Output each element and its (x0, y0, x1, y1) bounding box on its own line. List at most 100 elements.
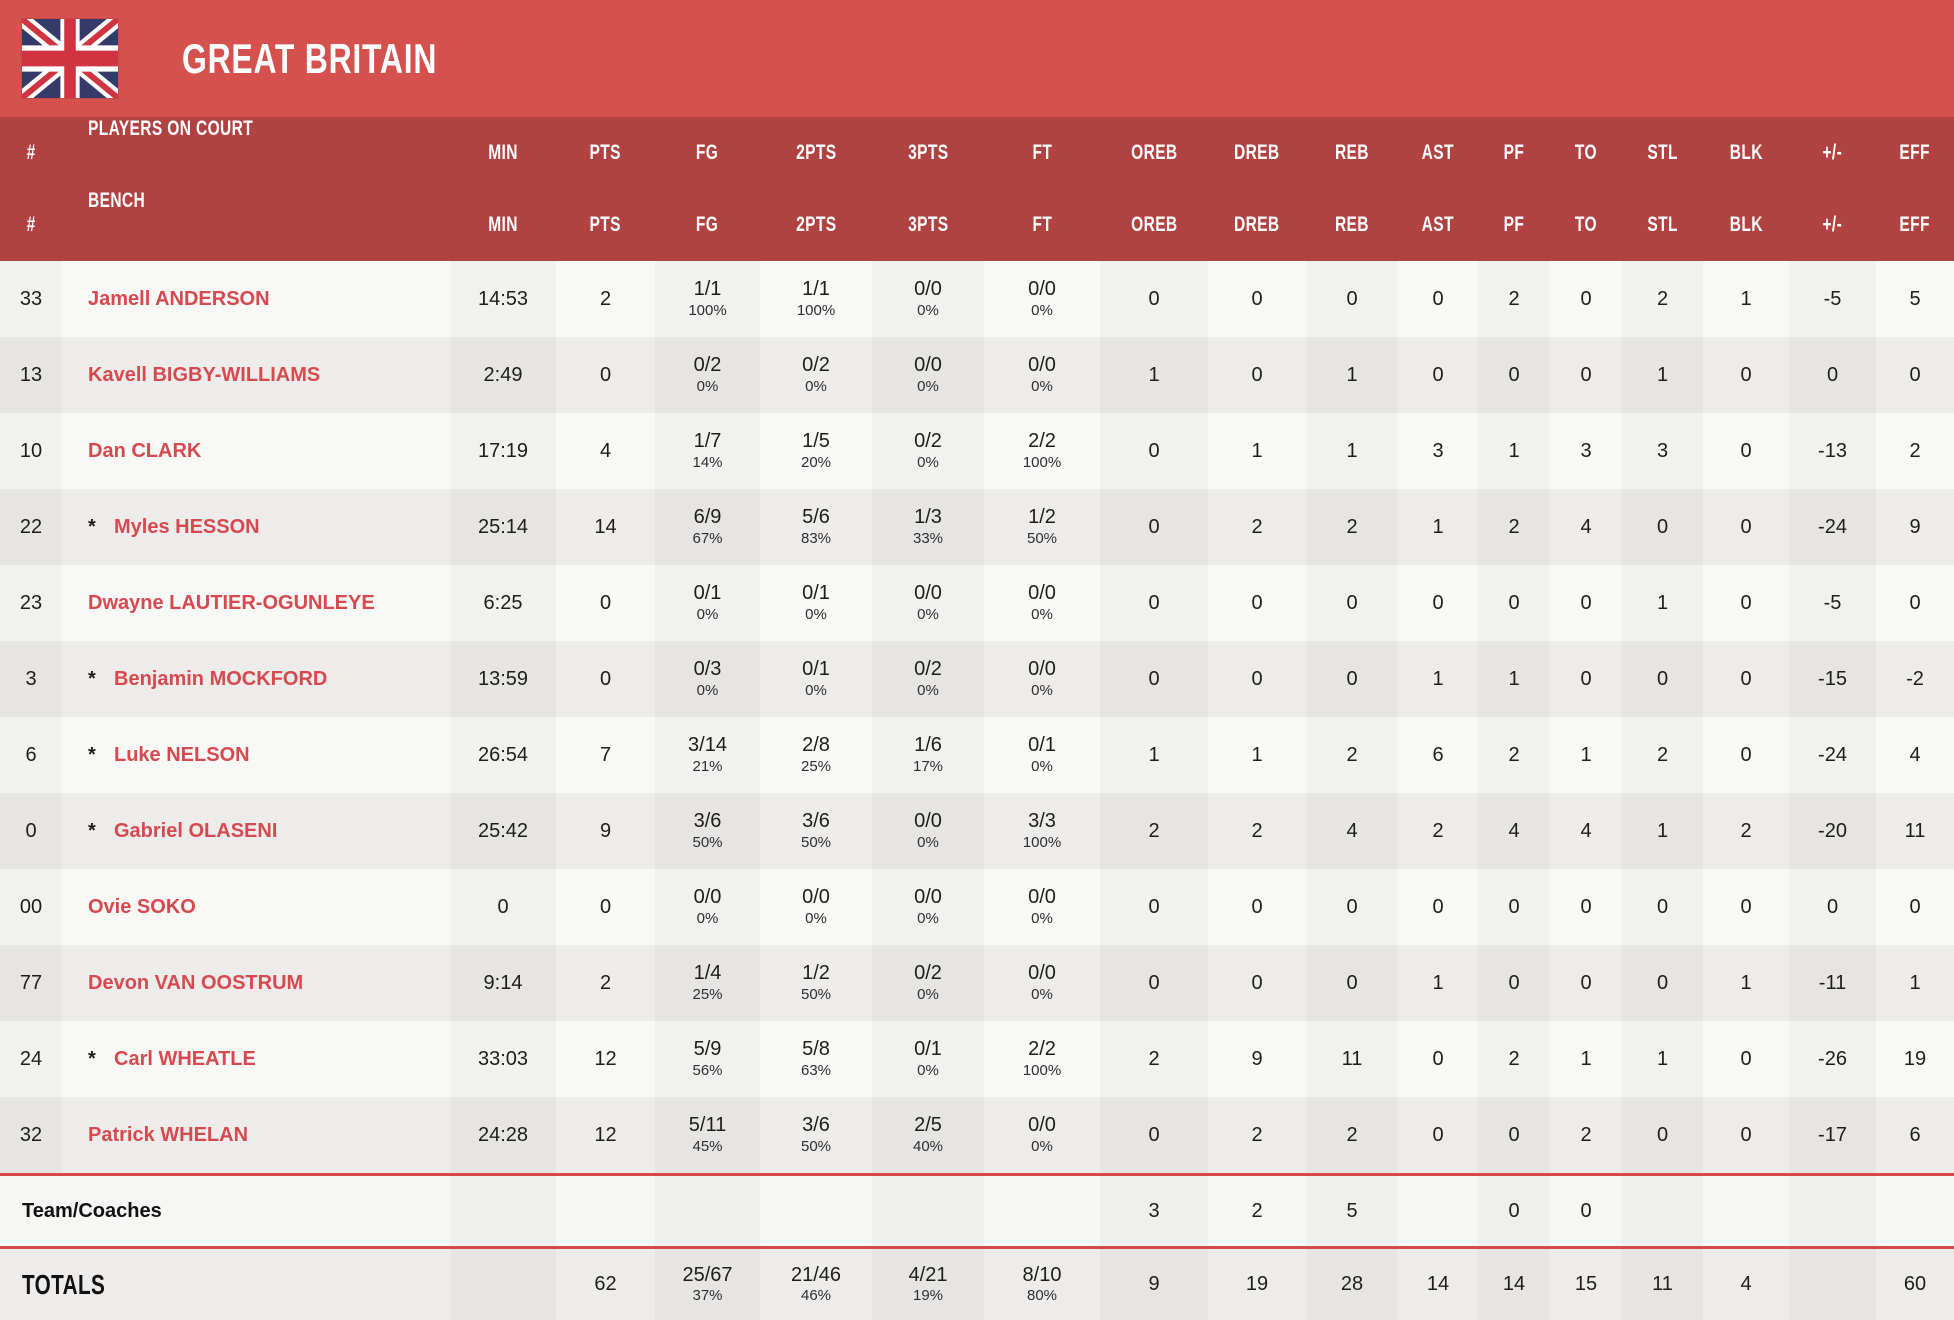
stat-pts: 2 (556, 261, 655, 337)
totals-stat-value: 14 (1502, 1273, 1526, 1296)
stat-value: 0 (1826, 895, 1839, 918)
stat-pts: 0 (556, 869, 655, 945)
stat-value: 4 (1580, 819, 1592, 842)
stat-pts: 14 (556, 489, 655, 565)
player-name[interactable]: Dan CLARK (88, 439, 202, 462)
stat-cell: -13 (1789, 413, 1876, 489)
stat-3pts: 0/0 0% (872, 261, 984, 337)
stat-value: 4 (1346, 819, 1358, 842)
stat-pts: 7 (556, 717, 655, 793)
stat-value: 6 (1909, 1123, 1921, 1146)
stat-value: 1 (1580, 1047, 1592, 1070)
stat-value: 1 (1432, 971, 1444, 994)
jersey-number: 22 (0, 489, 62, 565)
stat-fg: 3/14 21% (655, 717, 760, 793)
jersey-number-text: 77 (19, 971, 43, 994)
player-row: 23 Dwayne LAUTIER-OGUNLEYE 6:25 0 0/1 0% 0/1 0%… (0, 565, 1954, 641)
stat-value: 4 (1580, 515, 1592, 538)
player-row: 00 Ovie SOKO 0 0 0/0 0% 0/0 0% 0/0 0% 0/0 0% 0 0 0 0 0 0 0… (0, 869, 1954, 945)
stat-min: 14:53 (450, 261, 556, 337)
player-name-cell: Dan CLARK (62, 413, 450, 489)
player-name[interactable]: Gabriel OLASENI (114, 819, 278, 842)
player-name[interactable]: Kavell BIGBY-WILLIAMS (88, 363, 321, 386)
stat-value: 2 (1656, 287, 1669, 310)
stat-cell: 0 (1478, 1097, 1550, 1173)
stat-cell: 0 (1398, 1097, 1478, 1173)
stat-value: 0 (1346, 287, 1358, 310)
stat-value: 0 (1148, 439, 1160, 462)
header-stat-label: REB (1335, 141, 1369, 165)
player-name[interactable]: Dwayne LAUTIER-OGUNLEYE (88, 591, 375, 614)
stat-value: 0 (1148, 667, 1160, 690)
player-name[interactable]: Carl WHEATLE (114, 1047, 256, 1070)
stat-value: 2 (1148, 1047, 1160, 1070)
stat-3pts: 0/0 0% (872, 337, 984, 413)
stat-cell: 2 (1622, 261, 1703, 337)
stat-cell: 2 (1478, 489, 1550, 565)
stat-fg: 3/6 50% (655, 793, 760, 869)
stat-pts-value: 12 (594, 1047, 617, 1070)
team-coaches-label: Team/Coaches (22, 1199, 162, 1222)
stat-value: 1 (1580, 743, 1592, 766)
stat-cell: 0 (1306, 565, 1398, 641)
stat-value: 0 (1580, 363, 1592, 386)
stat-cell: 11 (1306, 1021, 1398, 1097)
player-row: 13 Kavell BIGBY-WILLIAMS 2:49 0 0/2 0% 0/2 0% 0/… (0, 337, 1954, 413)
stat-value: 0 (1508, 895, 1520, 918)
stat-cell: 2 (1398, 793, 1478, 869)
stat-min-value: 17:19 (477, 439, 529, 462)
stat-value: 0 (1580, 287, 1592, 310)
header-stat-oreb: OREB (1100, 117, 1208, 189)
player-name[interactable]: Benjamin MOCKFORD (114, 667, 328, 690)
stat-value: 0 (1656, 971, 1669, 994)
totals-stat-cell: 19 (1208, 1249, 1306, 1320)
stat-cell: 0 (1622, 489, 1703, 565)
player-name[interactable]: Ovie SOKO (88, 895, 196, 918)
totals-pts-value: 62 (594, 1273, 617, 1296)
stat-cell: 4 (1550, 489, 1622, 565)
player-name[interactable]: Myles HESSON (114, 515, 260, 538)
stat-value: 11 (1904, 819, 1926, 842)
stat-cell: 1 (1306, 337, 1398, 413)
stat-value: 0 (1740, 743, 1752, 766)
starter-asterisk: * (88, 667, 96, 690)
player-name-cell: Dwayne LAUTIER-OGUNLEYE (62, 565, 450, 641)
player-name[interactable]: Jamell ANDERSON (88, 287, 270, 310)
player-name-cell: * Luke NELSON (62, 717, 450, 793)
stat-2pts: 3/6 50% (800, 810, 832, 851)
player-name[interactable]: Patrick WHELAN (88, 1123, 249, 1146)
stat-value: -24 (1818, 743, 1847, 766)
stat-value: 2 (1580, 1123, 1592, 1146)
stat-cell: 0 (1208, 565, 1306, 641)
stat-cell: 0 (1100, 413, 1208, 489)
stat-value: 2 (1148, 819, 1160, 842)
header-stat-ft: FT (984, 189, 1100, 261)
stat-value: 0 (1148, 515, 1160, 538)
stat-cell: -5 (1789, 261, 1876, 337)
stat-value: 2 (1346, 743, 1358, 766)
header-stat-label: TO (1574, 141, 1598, 165)
player-row: 22 * Myles HESSON 25:14 14 6/9 67% 5/6 83% 1/3 33%… (0, 489, 1954, 565)
stat-fg: 0/3 0% (655, 641, 760, 717)
player-name[interactable]: Devon VAN OOSTRUM (88, 971, 304, 994)
stat-cell: 0 (1306, 945, 1398, 1021)
stat-min: 25:42 (450, 793, 556, 869)
separator-line (0, 1246, 1954, 1249)
stat-cell: 0 (1398, 869, 1478, 945)
stat-cell: -11 (1789, 945, 1876, 1021)
stat-value: -15 (1818, 667, 1847, 690)
stat-cell: 0 (1622, 869, 1703, 945)
stat-fg: 1/1 100% (655, 261, 760, 337)
stat-pts-value: 2 (599, 971, 612, 994)
team-stat-cell (1398, 1176, 1478, 1246)
stat-cell: -5 (1789, 565, 1876, 641)
header-stat-label: FG (696, 213, 719, 237)
stat-value: 2 (1909, 439, 1921, 462)
stat-fg: 0/1 0% (655, 565, 760, 641)
stat-value: 2 (1432, 819, 1444, 842)
totals-min (450, 1249, 556, 1320)
jersey-number-text: 24 (19, 1047, 43, 1070)
header-stat-ft: FT (984, 117, 1100, 189)
header-stat-label: MIN (488, 141, 518, 165)
player-name[interactable]: Luke NELSON (114, 743, 250, 766)
